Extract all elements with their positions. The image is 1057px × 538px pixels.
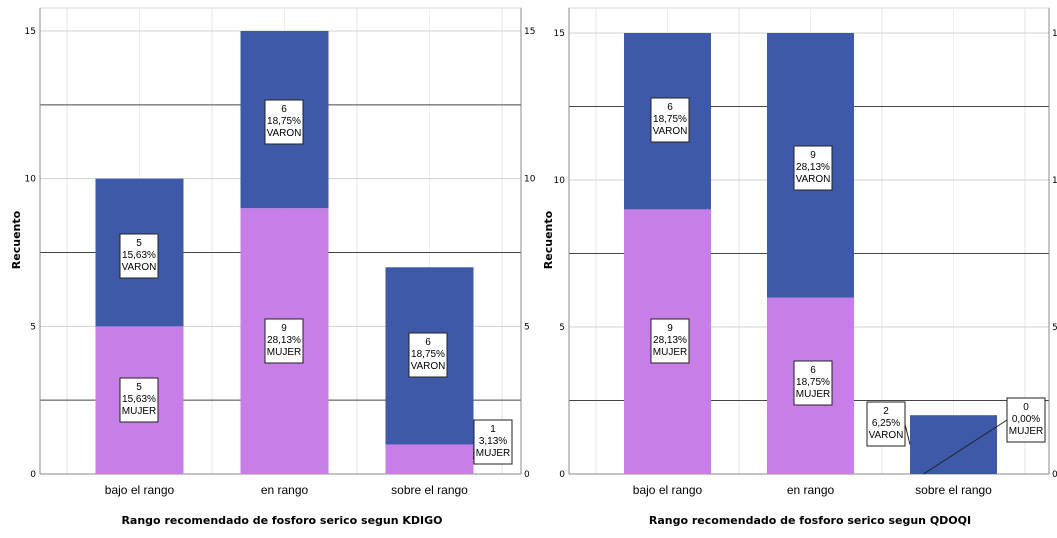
data-label-box (1006, 397, 1046, 443)
data-label: 3,13% (479, 436, 507, 447)
data-label: MUJER (796, 389, 830, 400)
y-tick-label-right: 10 (1052, 176, 1057, 186)
data-label-box (650, 318, 690, 364)
data-label: 6 (425, 337, 431, 348)
data-label: MUJER (476, 448, 510, 459)
data-label-box (650, 97, 690, 143)
x-tick-label: bajo el rango (105, 483, 175, 497)
data-label: 5 (136, 238, 142, 249)
data-label-box (793, 360, 833, 406)
y-tick-label: 15 (25, 27, 36, 37)
data-label: 9 (667, 323, 673, 334)
data-label-box (866, 401, 906, 447)
x-axis-title: Rango recomendado de fosforo serico segu… (121, 514, 442, 527)
data-label: 18,75% (653, 114, 687, 125)
y-tick-label-right: 0 (524, 470, 530, 480)
y-tick-label: 5 (559, 323, 565, 333)
data-label: MUJER (122, 406, 156, 417)
data-label: 6 (810, 365, 816, 376)
chart-2: 005510101515928,13%MUJER618,75%MUJER00,0… (542, 7, 1057, 527)
data-label: 2 (883, 406, 889, 417)
data-label: MUJER (653, 347, 687, 358)
y-tick-label: 15 (554, 29, 565, 39)
data-label: 0 (1023, 402, 1029, 413)
x-tick-label: en rango (261, 483, 309, 497)
y-tick-label-right: 15 (524, 27, 535, 37)
data-label: 18,75% (411, 349, 445, 360)
data-label: 18,75% (796, 377, 830, 388)
data-label-box (264, 99, 304, 145)
y-tick-label: 10 (554, 176, 566, 186)
data-label: MUJER (267, 347, 301, 358)
y-tick-label-right: 10 (524, 175, 536, 185)
y-tick-label: 10 (25, 175, 37, 185)
y-tick-label-right: 0 (1052, 470, 1057, 480)
data-label: 1 (490, 424, 496, 435)
data-label: VARON (796, 174, 831, 185)
data-label: 9 (281, 323, 287, 334)
data-label: 5 (136, 382, 142, 393)
data-label: 6 (281, 104, 287, 115)
data-label: MUJER (1009, 426, 1043, 437)
data-label-box (119, 377, 159, 423)
data-label: 6,25% (872, 418, 900, 429)
bar-varon-3 (910, 415, 997, 474)
y-tick-label-right: 15 (1052, 29, 1057, 39)
data-label: 18,75% (267, 116, 301, 127)
y-tick-label: 0 (30, 470, 36, 480)
label-leader-line (923, 419, 1008, 475)
y-tick-label-right: 5 (524, 322, 530, 332)
data-label-box (264, 318, 304, 364)
data-label: VARON (267, 128, 302, 139)
x-axis-title: Rango recomendado de fosforo serico segu… (649, 514, 971, 527)
data-label: VARON (122, 262, 157, 273)
y-axis-title: Recuento (542, 210, 555, 269)
data-label: 15,63% (122, 394, 156, 405)
x-tick-label: sobre el rango (391, 483, 468, 497)
data-label: 6 (667, 102, 673, 113)
x-tick-label: sobre el rango (915, 483, 992, 497)
label-leader-line (904, 423, 911, 445)
data-label-box (793, 145, 833, 191)
data-label-box (119, 233, 159, 279)
y-tick-label: 5 (30, 322, 36, 332)
data-label-box (408, 332, 448, 378)
y-axis-title: Recuento (10, 210, 23, 269)
data-label: 15,63% (122, 250, 156, 261)
data-label: 28,13% (267, 335, 301, 346)
y-tick-label-right: 5 (1052, 323, 1057, 333)
data-label-box (473, 419, 513, 465)
data-label: 0,00% (1012, 414, 1040, 425)
data-label: VARON (411, 361, 446, 372)
data-label: 28,13% (653, 335, 687, 346)
y-tick-label: 0 (559, 470, 565, 480)
x-tick-label: en rango (787, 483, 835, 497)
data-label: VARON (869, 430, 904, 441)
data-label: VARON (653, 126, 688, 137)
x-tick-label: bajo el rango (633, 483, 703, 497)
data-label: 28,13% (796, 162, 830, 173)
data-label: 9 (810, 150, 816, 161)
bar-mujer-3 (385, 444, 474, 474)
